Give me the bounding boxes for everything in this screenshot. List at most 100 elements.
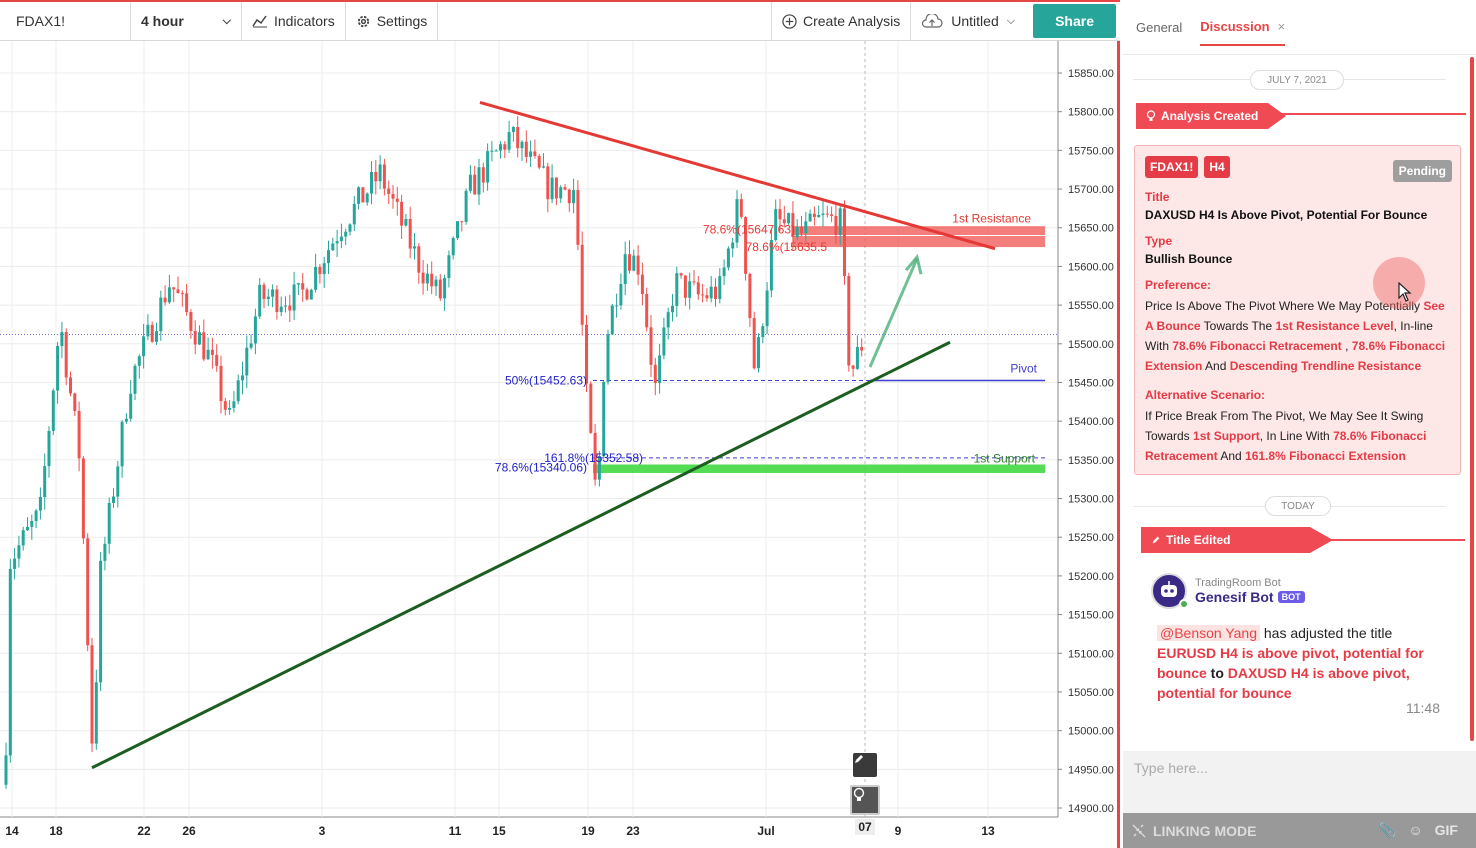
candle-body (524, 141, 528, 157)
indicators-label: Indicators (274, 13, 335, 29)
candle-body (597, 456, 601, 480)
attachment-icon[interactable]: 📎 (1378, 822, 1397, 838)
candle-body (314, 266, 318, 290)
message-input[interactable]: Type here... (1123, 751, 1476, 813)
panel-scrollbar[interactable] (1470, 57, 1474, 741)
candle-body (761, 326, 765, 338)
candle-body (284, 305, 287, 307)
gear-icon (357, 15, 369, 27)
status-badge: Pending (1392, 160, 1452, 182)
pencil-tool-button[interactable] (853, 753, 877, 777)
idea-tool-button[interactable] (850, 785, 880, 815)
candle-body (189, 311, 193, 331)
candle-body (421, 272, 425, 284)
close-icon[interactable]: × (1277, 18, 1286, 34)
candle-body (649, 327, 653, 365)
bot-tag: BOT (1277, 591, 1305, 603)
create-analysis-label: Create Analysis (802, 13, 901, 29)
layout-select[interactable]: Untitled ⌵ (911, 2, 1025, 40)
candle-body (309, 289, 313, 300)
candle-body (155, 331, 158, 342)
current-date-badge: 07 (858, 820, 872, 834)
linking-mode-bar[interactable]: LINKING MODE 📎 ☺ GIF (1123, 813, 1476, 848)
candle-body (456, 221, 459, 239)
candle-body (825, 213, 829, 215)
link-off-icon (1132, 823, 1146, 837)
share-button[interactable]: Share (1033, 4, 1116, 38)
candle-body (202, 332, 206, 360)
candle-body (112, 496, 115, 503)
candle-body (546, 166, 550, 200)
candle-body (718, 276, 722, 299)
candle-body (425, 273, 429, 284)
candle-body (438, 279, 442, 299)
candle-body (782, 219, 786, 224)
price-chart[interactable]: 15850.00 15800.00 15750.00 15700.00 15650.00… (0, 41, 1120, 848)
candle-body (739, 199, 743, 217)
price-tick-label: 15850.00 (1068, 68, 1114, 80)
interval-select[interactable]: 4 hour ⌵ (131, 2, 242, 40)
candle-body (477, 167, 481, 195)
candle-body (503, 144, 507, 150)
candle-body (21, 530, 25, 546)
analysis-card: FDAX1! H4 Pending Title DAXUSD H4 Is Abo… (1134, 145, 1461, 475)
candle-body (361, 187, 365, 203)
candle-body (305, 289, 309, 300)
emoji-icon[interactable]: ☺ (1408, 822, 1423, 838)
candle-body (107, 502, 111, 544)
candle-body (365, 193, 369, 203)
symbol-badge: FDAX1! (1145, 156, 1199, 178)
candle-body (4, 755, 8, 785)
date-tick-label: 22 (137, 824, 151, 838)
candle-body (133, 365, 137, 394)
candle-body (198, 332, 201, 345)
fib-1618-label: 161.8%(15352.58) (544, 451, 643, 465)
create-analysis-button[interactable]: Create Analysis (772, 2, 912, 40)
indicators-button[interactable]: Indicators (242, 2, 346, 40)
candle-body (275, 289, 279, 313)
tab-discussion[interactable]: Discussion × (1200, 18, 1286, 46)
candle-body (26, 526, 29, 531)
candle-body (301, 283, 305, 290)
candle-body (847, 276, 851, 366)
candle-body (778, 209, 782, 220)
tab-general[interactable]: General (1136, 19, 1183, 35)
candle-body (812, 213, 816, 218)
date-pill: JULY 7, 2021 (1250, 70, 1344, 90)
candle-body (172, 287, 176, 290)
layout-label: Untitled (951, 13, 999, 29)
candle-body (830, 214, 834, 216)
candle-body (636, 255, 640, 275)
card-badges: FDAX1! H4 (1145, 156, 1450, 178)
candle-body (559, 187, 563, 199)
candle-body (142, 336, 146, 357)
candle-body (210, 349, 214, 355)
candle-body (150, 324, 154, 342)
candle-body (357, 187, 361, 204)
gif-button[interactable]: GIF (1434, 822, 1458, 838)
support-zone (593, 464, 1045, 473)
candle-body (339, 236, 343, 242)
candle-body (245, 347, 249, 376)
candle-body (215, 354, 219, 366)
candle-body (550, 177, 554, 200)
chart-toolbar: FDAX1! 4 hour ⌵ Indicators Settings Crea… (0, 0, 1120, 41)
highlight-span: 1st Resistance Level (1275, 319, 1394, 333)
event-analysis-created: Analysis Created (1136, 103, 1286, 129)
candle-body (585, 324, 588, 384)
type-value: Bullish Bounce (1145, 252, 1233, 266)
descending-trendline (479, 100, 996, 251)
candle-body (800, 226, 803, 234)
old-title: EURUSD H4 is above pivot, potential for … (1157, 645, 1424, 681)
event-label: Title Edited (1166, 533, 1231, 547)
symbol-search[interactable]: FDAX1! (0, 2, 131, 40)
chart-canvas[interactable]: 15850.00 15800.00 15750.00 15700.00 15650.00… (0, 41, 1117, 848)
candle-body (640, 274, 644, 294)
event-divider (1136, 113, 1466, 115)
user-mention[interactable]: @Benson Yang (1157, 625, 1260, 641)
candle-body (675, 273, 679, 306)
settings-button[interactable]: Settings (346, 2, 439, 40)
cloud-upload-icon (922, 13, 943, 28)
bot-name[interactable]: Genesif Bot BOT (1195, 589, 1305, 605)
candle-body (696, 282, 700, 295)
